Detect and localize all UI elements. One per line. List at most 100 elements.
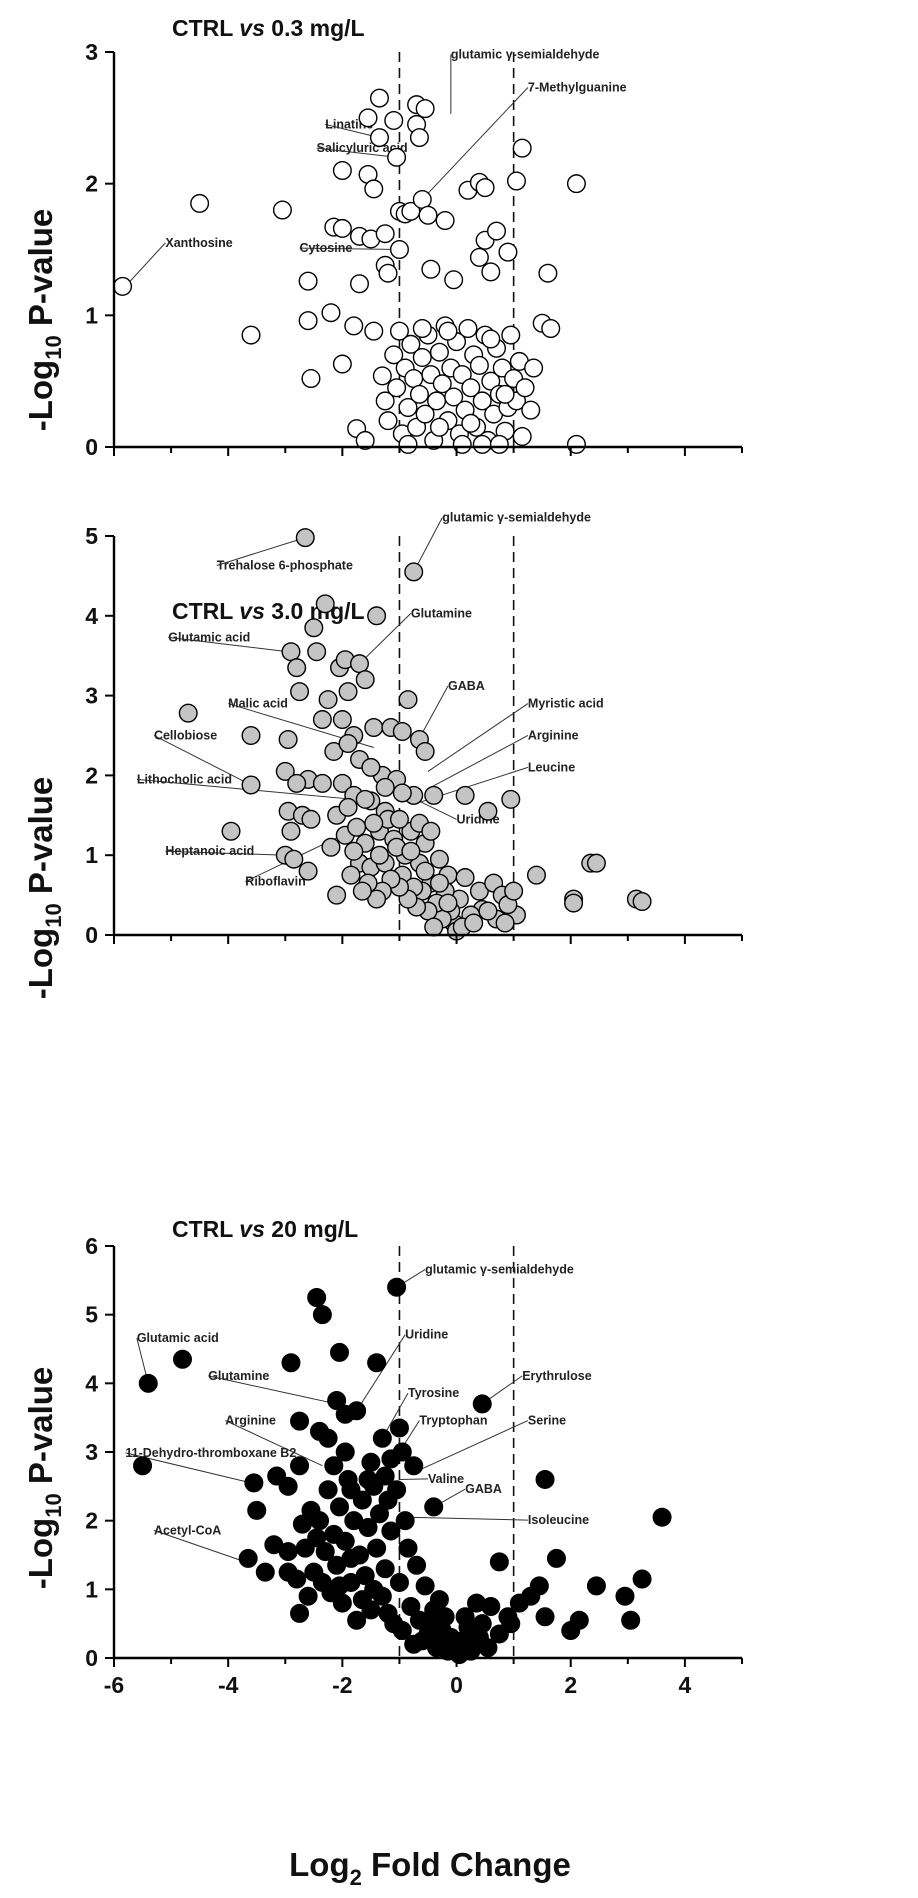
data-point bbox=[324, 1456, 344, 1476]
annotation-leader bbox=[153, 1529, 246, 1563]
annotation-leader bbox=[125, 242, 166, 287]
x-tick-label: -2 bbox=[332, 1672, 352, 1698]
annotation-leader bbox=[427, 703, 529, 772]
data-point bbox=[287, 658, 307, 678]
data-point bbox=[290, 1603, 310, 1623]
y-axis-label: -Log10 P-value bbox=[22, 209, 66, 432]
annotation-leader bbox=[430, 735, 529, 788]
data-point bbox=[487, 221, 507, 241]
data-point bbox=[364, 321, 384, 341]
y-tick-label: 0 bbox=[85, 1645, 98, 1671]
data-point bbox=[398, 398, 418, 418]
data-point bbox=[389, 1418, 409, 1438]
data-point bbox=[412, 189, 432, 209]
data-point bbox=[515, 378, 535, 398]
data-point bbox=[298, 311, 318, 331]
data-point bbox=[415, 861, 435, 881]
annotation-label: Glutamic acid bbox=[137, 1331, 219, 1345]
annotation-label: Lithocholic acid bbox=[137, 772, 232, 786]
data-point bbox=[304, 1562, 324, 1582]
data-point bbox=[241, 775, 261, 795]
data-point bbox=[241, 325, 261, 345]
annotation-label: Xanthosine bbox=[165, 236, 232, 250]
data-point bbox=[489, 434, 509, 454]
data-point bbox=[344, 841, 364, 861]
data-point bbox=[546, 1548, 566, 1568]
annotation-leader bbox=[216, 537, 306, 566]
data-point bbox=[255, 1562, 275, 1582]
data-point bbox=[564, 893, 584, 913]
annotation-label: 7-Methylguanine bbox=[528, 81, 627, 95]
data-point bbox=[295, 528, 315, 548]
data-point bbox=[538, 263, 558, 283]
data-point bbox=[535, 1607, 555, 1627]
annotation-label: Serine bbox=[528, 1414, 566, 1428]
data-point bbox=[330, 1342, 350, 1362]
data-point bbox=[361, 757, 381, 777]
panel-title: CTRL vs 3.0 mg/L bbox=[172, 598, 365, 624]
annotation-leader bbox=[208, 1375, 337, 1405]
data-point bbox=[401, 841, 421, 861]
data-point bbox=[301, 369, 321, 389]
annotation-leader bbox=[413, 517, 443, 573]
x-tick-label: 2 bbox=[564, 1672, 577, 1698]
annotation-label: Cytosine bbox=[300, 241, 353, 255]
data-point bbox=[404, 1634, 424, 1654]
y-tick-label: 1 bbox=[85, 302, 98, 328]
data-point bbox=[178, 703, 198, 723]
data-point bbox=[347, 817, 367, 837]
annotation-label: Acetyl-CoA bbox=[154, 1523, 221, 1537]
data-point bbox=[495, 384, 515, 404]
data-point bbox=[378, 1603, 398, 1623]
data-point bbox=[327, 1390, 347, 1410]
data-point bbox=[501, 1614, 521, 1634]
data-point bbox=[586, 853, 606, 873]
data-point bbox=[504, 881, 524, 901]
data-point bbox=[495, 913, 515, 933]
data-point bbox=[244, 1473, 264, 1493]
data-point bbox=[632, 891, 652, 911]
annotation-label: 11-Dehydro-thromboxane B2 bbox=[125, 1446, 296, 1460]
data-point bbox=[133, 1456, 153, 1476]
y-tick-label: 2 bbox=[85, 1508, 98, 1534]
annotation-leader bbox=[299, 247, 400, 250]
data-point bbox=[501, 789, 521, 809]
data-point bbox=[569, 1610, 589, 1630]
data-point bbox=[452, 434, 472, 454]
data-point bbox=[332, 773, 352, 793]
data-point bbox=[375, 224, 395, 244]
data-point bbox=[369, 845, 389, 865]
annotation-leader bbox=[356, 1334, 406, 1412]
data-point bbox=[281, 1353, 301, 1373]
data-point bbox=[290, 1456, 310, 1476]
annotation-label: Myristic acid bbox=[528, 697, 604, 711]
data-point bbox=[475, 178, 495, 198]
x-tick-label: -6 bbox=[104, 1672, 124, 1698]
data-point bbox=[478, 801, 498, 821]
data-point bbox=[361, 1452, 381, 1472]
data-point bbox=[341, 1548, 361, 1568]
data-point bbox=[478, 901, 498, 921]
data-point bbox=[415, 99, 435, 119]
data-point bbox=[364, 179, 384, 199]
data-point bbox=[364, 718, 384, 738]
data-point bbox=[338, 682, 358, 702]
y-tick-label: 5 bbox=[85, 523, 98, 549]
data-point bbox=[369, 88, 389, 108]
data-point bbox=[401, 334, 421, 354]
data-point bbox=[173, 1349, 193, 1369]
data-point bbox=[375, 391, 395, 411]
data-point bbox=[524, 358, 544, 378]
data-point bbox=[404, 562, 424, 582]
y-tick-label: 2 bbox=[85, 762, 98, 788]
data-point bbox=[458, 319, 478, 339]
annotation-label: Glutamine bbox=[208, 1369, 269, 1383]
data-point bbox=[566, 174, 586, 194]
data-point bbox=[278, 729, 298, 749]
data-point bbox=[138, 1373, 158, 1393]
data-point bbox=[295, 1538, 315, 1558]
data-point bbox=[332, 218, 352, 238]
data-point bbox=[455, 1607, 475, 1627]
data-point bbox=[586, 1576, 606, 1596]
data-point bbox=[384, 345, 404, 365]
